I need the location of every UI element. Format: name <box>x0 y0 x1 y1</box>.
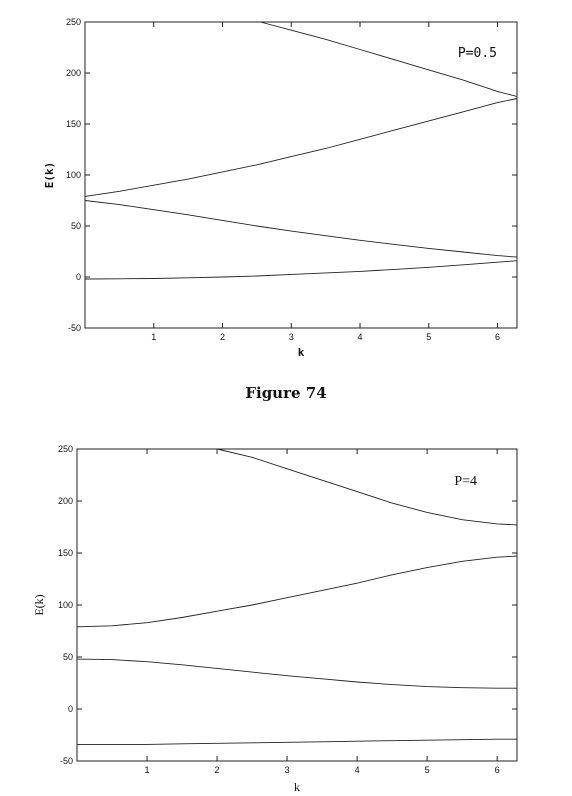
y-tick-label: 150 <box>58 548 73 558</box>
band-line-2 <box>84 200 518 258</box>
y-axis-label: E(k) <box>32 594 46 615</box>
y-tick-label: -50 <box>68 323 81 333</box>
plot-frame <box>76 448 518 762</box>
x-tick-label: 1 <box>145 765 150 775</box>
y-tick-label: 50 <box>71 221 81 231</box>
x-tick-label: 2 <box>215 765 220 775</box>
band-line-4 <box>260 21 518 97</box>
chart-annotation: P=0.5 <box>458 46 497 61</box>
y-tick-label: 200 <box>58 496 73 506</box>
chart-annotation: P=4 <box>454 474 477 489</box>
x-axis-label: k <box>294 780 300 794</box>
plot-frame <box>84 21 518 329</box>
x-axis-label: k <box>298 346 305 359</box>
x-tick-label: 3 <box>289 332 294 342</box>
x-tick-label: 5 <box>426 332 431 342</box>
y-tick-label: 150 <box>66 119 81 129</box>
y-tick-label: 100 <box>58 600 73 610</box>
x-tick-label: 1 <box>151 332 156 342</box>
x-tick-label: 6 <box>495 332 500 342</box>
x-tick-label: 6 <box>495 765 500 775</box>
y-tick-label: 0 <box>68 704 73 714</box>
figure-caption: Figure 74 <box>245 384 327 402</box>
x-tick-label: 3 <box>285 765 290 775</box>
y-tick-label: 250 <box>58 444 73 454</box>
chart-p4: 1 2 3 4 5 6 -50 0 50 100 150 200 250 k E(k) P=4 <box>32 444 518 794</box>
band-line-1 <box>77 738 517 745</box>
y-tick-label: 0 <box>76 272 81 282</box>
x-tick-label: 5 <box>425 765 430 775</box>
band-line-1 <box>84 260 518 280</box>
band-line-3 <box>84 98 518 197</box>
band-line-2 <box>76 658 517 689</box>
x-tick-label: 4 <box>358 332 363 342</box>
y-tick-label: 250 <box>66 17 81 27</box>
band-line-4 <box>216 448 518 526</box>
y-tick-label: 200 <box>66 68 81 78</box>
chart-p05: 1 2 3 4 5 6 -50 0 50 100 150 200 250 k E(k) P=0.5 <box>43 17 518 359</box>
band-line-3 <box>76 555 518 628</box>
y-tick-label: 50 <box>63 652 73 662</box>
y-tick-label: -50 <box>60 756 73 766</box>
y-tick-label: 100 <box>66 170 81 180</box>
y-axis-label: E(k) <box>43 162 56 189</box>
x-tick-label: 2 <box>220 332 225 342</box>
x-tick-label: 4 <box>355 765 360 775</box>
